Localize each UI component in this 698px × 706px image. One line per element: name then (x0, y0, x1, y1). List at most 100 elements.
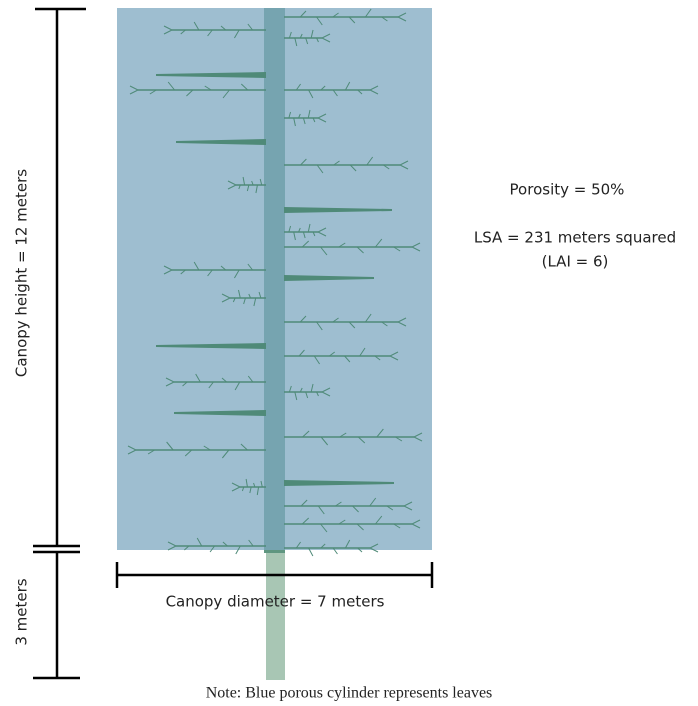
canopy-diameter-label: Canopy diameter = 7 meters (166, 593, 385, 611)
branch (356, 246, 364, 254)
branch (221, 449, 230, 459)
branch (321, 37, 331, 43)
branch (307, 109, 311, 119)
branch (397, 12, 407, 18)
branch (393, 523, 401, 529)
branch (310, 383, 314, 393)
branch (369, 543, 379, 549)
branch (207, 269, 213, 277)
branch (344, 81, 351, 91)
branch (149, 89, 157, 95)
branch (411, 246, 421, 252)
branch (156, 343, 266, 349)
branch (294, 37, 298, 47)
branch (305, 391, 309, 399)
branch (294, 391, 298, 401)
branch (316, 391, 319, 397)
branch (221, 377, 227, 383)
branch (369, 497, 377, 507)
canopy-height-label: Canopy height = 12 meters (13, 169, 31, 377)
branch (209, 545, 215, 553)
branch (195, 373, 201, 383)
branch (375, 515, 383, 525)
branch (305, 37, 309, 45)
branch (356, 523, 364, 531)
branch (399, 164, 409, 170)
branch (222, 89, 230, 99)
canopy-cylinder (117, 8, 432, 550)
branch (344, 355, 351, 363)
branch (299, 315, 307, 323)
branch (166, 441, 174, 451)
branch (332, 317, 339, 323)
branch (307, 223, 311, 233)
branch (147, 449, 155, 455)
branch (339, 432, 347, 438)
branch (231, 486, 241, 492)
branch (167, 545, 177, 551)
branch (332, 547, 338, 555)
branch (320, 436, 329, 446)
branch (316, 321, 323, 331)
branch (227, 184, 237, 190)
branch (312, 231, 316, 237)
branch (312, 117, 316, 123)
branch (317, 113, 327, 119)
branch (248, 539, 254, 547)
branch (313, 355, 321, 365)
branch (174, 410, 266, 416)
branch (204, 85, 212, 91)
branch (295, 83, 301, 91)
branch (300, 499, 308, 507)
lai-label: (LAI = 6) (542, 253, 609, 271)
branch (413, 436, 423, 442)
branch (127, 445, 137, 451)
branch (288, 111, 292, 119)
branch (184, 545, 190, 551)
branch (186, 89, 194, 97)
branch (308, 547, 314, 557)
branch (397, 317, 407, 323)
branch (395, 436, 403, 442)
branch (321, 387, 331, 393)
branch (329, 351, 336, 357)
branch (220, 25, 227, 31)
branch (253, 482, 256, 488)
lower-trunk (266, 548, 285, 680)
branch (320, 246, 328, 256)
branch (411, 242, 421, 248)
branch (227, 180, 237, 186)
lsa-label: LSA = 231 meters squared (474, 229, 676, 247)
branch (288, 385, 292, 393)
branch (243, 297, 246, 305)
branch (167, 81, 175, 91)
branch (321, 391, 331, 397)
branch (248, 293, 252, 299)
branch (352, 505, 359, 513)
branch (180, 269, 186, 275)
branch (129, 85, 139, 91)
branch (240, 443, 248, 451)
branch (397, 321, 407, 327)
branch (317, 227, 327, 233)
branch (316, 164, 324, 174)
branch (232, 297, 236, 303)
branch (163, 269, 173, 275)
branch (369, 85, 379, 91)
branch (381, 16, 388, 22)
branch (260, 480, 263, 488)
branch (295, 541, 301, 549)
branch (180, 29, 186, 35)
branch (221, 297, 231, 303)
branch (207, 29, 213, 37)
branch (344, 539, 351, 549)
branch (366, 156, 374, 166)
branch (316, 37, 319, 43)
branch (241, 486, 245, 492)
branch (369, 89, 379, 95)
branch (332, 12, 339, 18)
branch (374, 355, 381, 361)
branch (332, 89, 338, 97)
branch (284, 207, 392, 213)
